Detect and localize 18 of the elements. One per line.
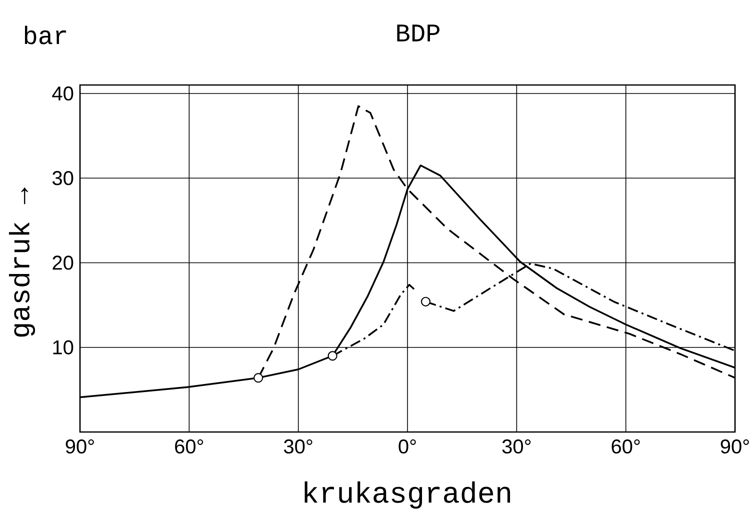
point: [420, 296, 431, 306]
y-tick-label: 40: [52, 86, 74, 101]
x-tick-label: 60°: [612, 439, 640, 454]
point: [328, 351, 338, 361]
x-axis-title: krukasgraden: [304, 481, 510, 509]
x-tick-label: 30°: [284, 439, 312, 454]
y-tick-label: 10: [53, 340, 74, 354]
y-tick-label: 30: [52, 171, 74, 186]
x-tick-label: 30°: [502, 439, 531, 454]
point: [254, 373, 264, 383]
x-tick-label: 60°: [175, 439, 204, 454]
text: bar: [24, 26, 66, 44]
y-axis-title: gasdruk →: [8, 188, 36, 337]
x-tick-label: 90°: [66, 439, 94, 454]
x-tick-label: 90°: [720, 439, 749, 454]
chart-title: BDP: [397, 24, 440, 42]
x-tick-label: 0°: [398, 439, 416, 454]
y-tick-label: 20: [52, 256, 74, 270]
